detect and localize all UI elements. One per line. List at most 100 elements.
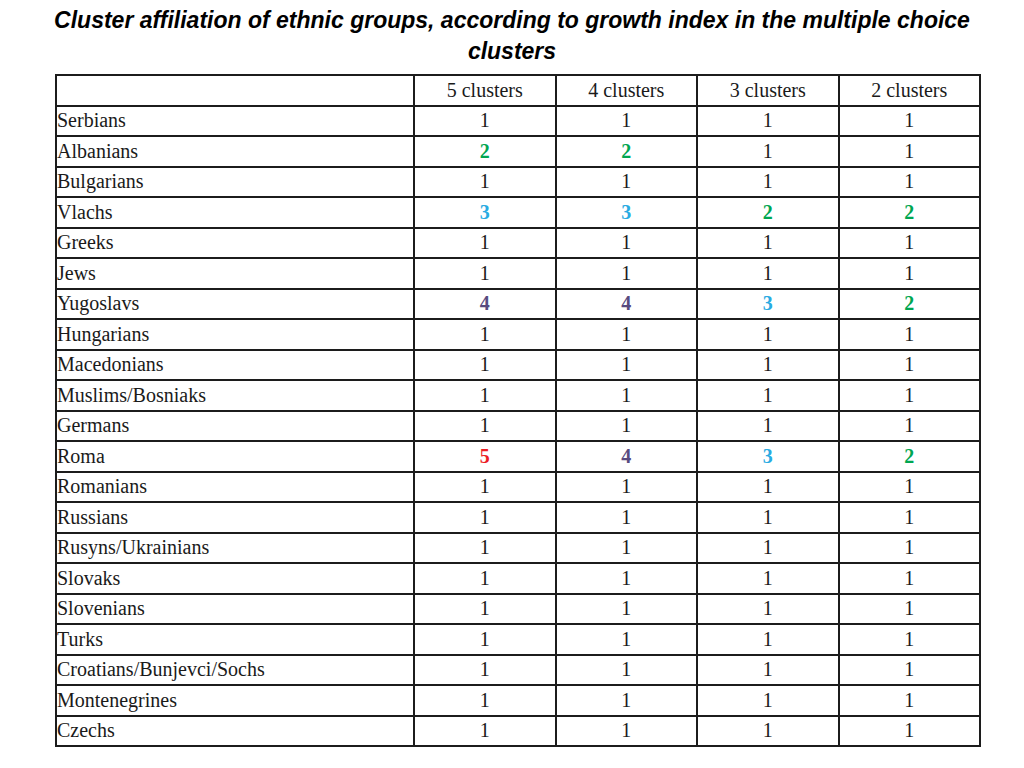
cluster-value-cell: 1: [839, 228, 981, 259]
table-row: Macedonians1111: [56, 350, 980, 381]
cluster-value-cell: 3: [556, 197, 698, 228]
table-row: Czechs1111: [56, 716, 980, 747]
ethnic-group-label: Macedonians: [56, 350, 414, 381]
table-row: Montenegrines1111: [56, 685, 980, 716]
cluster-value-cell: 1: [839, 258, 981, 289]
cluster-value-cell: 1: [839, 167, 981, 198]
column-header-2-clusters: 2 clusters: [839, 75, 981, 106]
ethnic-group-label: Yugoslavs: [56, 289, 414, 320]
cluster-value-cell: 3: [697, 289, 839, 320]
ethnic-group-label: Slovenians: [56, 594, 414, 625]
cluster-value-cell: 5: [414, 441, 556, 472]
table-row: Muslims/Bosniaks1111: [56, 380, 980, 411]
cluster-value-cell: 1: [414, 472, 556, 503]
cluster-value-cell: 1: [414, 106, 556, 137]
ethnic-group-label: Greeks: [56, 228, 414, 259]
table-row: Yugoslavs4432: [56, 289, 980, 320]
table-row: Greeks1111: [56, 228, 980, 259]
cluster-value-cell: 1: [839, 106, 981, 137]
corner-cell: [56, 75, 414, 106]
ethnic-group-label: Jews: [56, 258, 414, 289]
cluster-value-cell: 1: [414, 319, 556, 350]
cluster-value-cell: 1: [697, 685, 839, 716]
ethnic-group-label: Romanians: [56, 472, 414, 503]
cluster-value-cell: 1: [839, 502, 981, 533]
cluster-value-cell: 2: [839, 441, 981, 472]
ethnic-group-label: Croatians/Bunjevci/Sochs: [56, 655, 414, 686]
cluster-value-cell: 1: [697, 350, 839, 381]
table-row: Croatians/Bunjevci/Sochs1111: [56, 655, 980, 686]
cluster-value-cell: 1: [839, 350, 981, 381]
slide: Cluster affiliation of ethnic groups, ac…: [0, 0, 1024, 768]
cluster-value-cell: 3: [697, 441, 839, 472]
cluster-value-cell: 1: [839, 655, 981, 686]
ethnic-group-label: Roma: [56, 441, 414, 472]
column-header-4-clusters: 4 clusters: [556, 75, 698, 106]
table-row: Bulgarians1111: [56, 167, 980, 198]
cluster-value-cell: 1: [697, 380, 839, 411]
cluster-value-cell: 1: [556, 655, 698, 686]
cluster-value-cell: 1: [697, 136, 839, 167]
cluster-value-cell: 1: [697, 258, 839, 289]
cluster-value-cell: 1: [697, 563, 839, 594]
table-row: Rusyns/Ukrainians1111: [56, 533, 980, 564]
cluster-value-cell: 1: [556, 624, 698, 655]
cluster-value-cell: 1: [697, 655, 839, 686]
cluster-value-cell: 4: [556, 289, 698, 320]
ethnic-group-label: Germans: [56, 411, 414, 442]
ethnic-group-label: Bulgarians: [56, 167, 414, 198]
cluster-value-cell: 1: [556, 533, 698, 564]
cluster-value-cell: 1: [414, 563, 556, 594]
ethnic-group-label: Serbians: [56, 106, 414, 137]
cluster-value-cell: 1: [839, 716, 981, 747]
cluster-value-cell: 3: [414, 197, 556, 228]
cluster-value-cell: 1: [556, 228, 698, 259]
cluster-value-cell: 1: [556, 594, 698, 625]
cluster-value-cell: 1: [839, 380, 981, 411]
cluster-value-cell: 4: [414, 289, 556, 320]
cluster-value-cell: 1: [697, 167, 839, 198]
cluster-value-cell: 1: [414, 655, 556, 686]
ethnic-group-label: Turks: [56, 624, 414, 655]
cluster-value-cell: 1: [414, 228, 556, 259]
column-header-5-clusters: 5 clusters: [414, 75, 556, 106]
cluster-value-cell: 1: [697, 319, 839, 350]
cluster-value-cell: 1: [556, 685, 698, 716]
cluster-value-cell: 1: [697, 106, 839, 137]
cluster-value-cell: 1: [556, 106, 698, 137]
cluster-value-cell: 1: [839, 533, 981, 564]
table-row: Slovenians1111: [56, 594, 980, 625]
cluster-value-cell: 1: [414, 533, 556, 564]
cluster-table: 5 clusters4 clusters3 clusters2 clusters…: [55, 74, 981, 747]
cluster-value-cell: 1: [839, 685, 981, 716]
table-row: Albanians2211: [56, 136, 980, 167]
table-row: Slovaks1111: [56, 563, 980, 594]
cluster-value-cell: 1: [556, 350, 698, 381]
cluster-value-cell: 1: [556, 380, 698, 411]
cluster-value-cell: 1: [556, 563, 698, 594]
cluster-value-cell: 1: [414, 716, 556, 747]
cluster-value-cell: 1: [839, 563, 981, 594]
cluster-value-cell: 4: [556, 441, 698, 472]
cluster-value-cell: 1: [697, 624, 839, 655]
cluster-value-cell: 1: [414, 685, 556, 716]
cluster-value-cell: 2: [839, 289, 981, 320]
cluster-value-cell: 1: [556, 319, 698, 350]
ethnic-group-label: Montenegrines: [56, 685, 414, 716]
ethnic-group-label: Muslims/Bosniaks: [56, 380, 414, 411]
cluster-value-cell: 1: [697, 502, 839, 533]
cluster-value-cell: 2: [839, 197, 981, 228]
cluster-value-cell: 1: [697, 411, 839, 442]
cluster-value-cell: 1: [697, 472, 839, 503]
cluster-value-cell: 1: [839, 594, 981, 625]
table-row: Roma5432: [56, 441, 980, 472]
column-header-3-clusters: 3 clusters: [697, 75, 839, 106]
table-header: 5 clusters4 clusters3 clusters2 clusters: [56, 75, 980, 106]
ethnic-group-label: Rusyns/Ukrainians: [56, 533, 414, 564]
cluster-value-cell: 1: [414, 411, 556, 442]
cluster-value-cell: 1: [839, 472, 981, 503]
cluster-value-cell: 1: [556, 472, 698, 503]
cluster-value-cell: 1: [556, 502, 698, 533]
cluster-value-cell: 2: [414, 136, 556, 167]
table-row: Russians1111: [56, 502, 980, 533]
